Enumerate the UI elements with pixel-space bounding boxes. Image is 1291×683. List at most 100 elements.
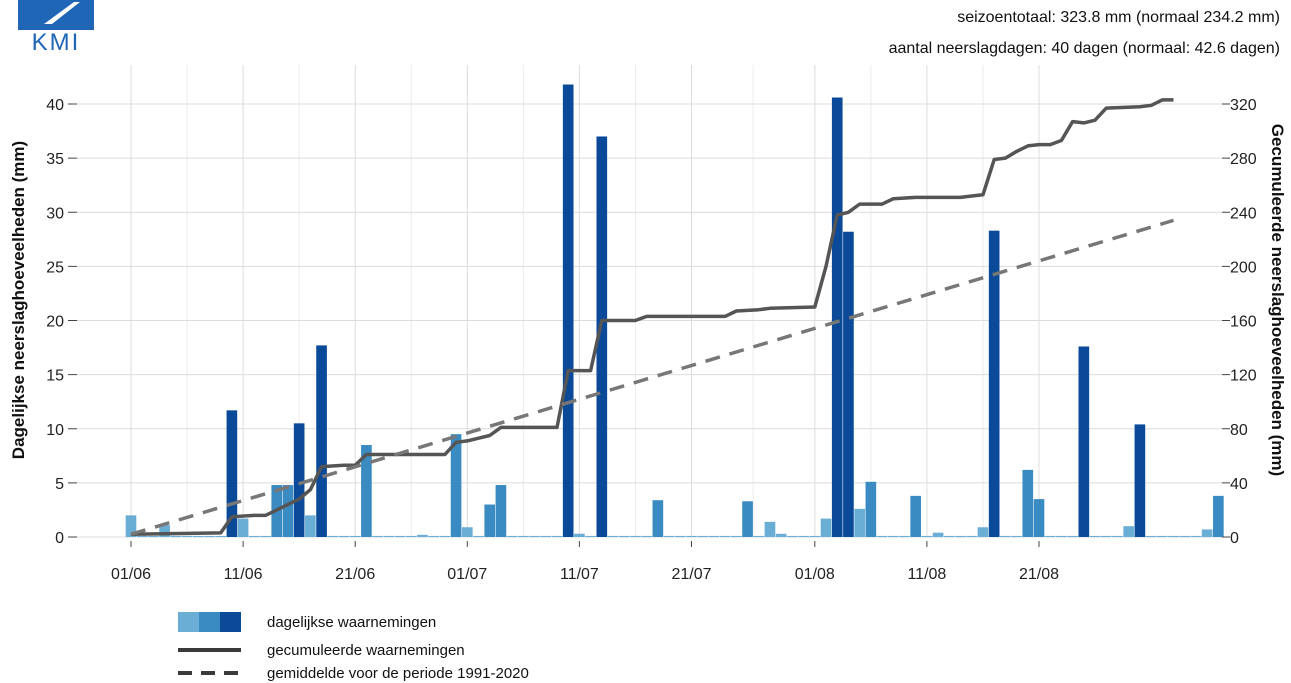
- daily-bar: [507, 536, 518, 537]
- x-tick-label: 11/06: [224, 566, 263, 583]
- daily-bar: [989, 231, 1000, 537]
- daily-bar: [1011, 536, 1022, 537]
- daily-bar: [1123, 526, 1134, 537]
- left-axis-ticks: 0510152025303540: [46, 97, 77, 547]
- daily-bar: [552, 536, 563, 537]
- daily-bar: [888, 536, 899, 537]
- daily-bar: [753, 536, 764, 537]
- legend-label-cumulative: gecumuleerde waarnemingen: [267, 642, 465, 659]
- x-tick-label: 11/07: [560, 566, 599, 583]
- right-tick-label: 40: [1230, 476, 1248, 493]
- daily-bar: [854, 509, 865, 537]
- cumulative-lines: [131, 100, 1174, 534]
- daily-bar: [484, 505, 495, 537]
- daily-bar: [137, 536, 148, 537]
- daily-bar: [283, 485, 294, 537]
- x-tick-label: 21/07: [671, 566, 711, 583]
- left-tick-label: 10: [46, 422, 64, 439]
- right-tick-label: 160: [1230, 314, 1257, 331]
- daily-bar: [899, 536, 910, 537]
- right-tick-label: 280: [1230, 151, 1257, 168]
- right-tick-label: 80: [1230, 422, 1248, 439]
- daily-bar: [978, 527, 989, 537]
- left-axis-title: Dagelijkse neerslaghoeveelheden (mm): [9, 141, 28, 459]
- daily-bar: [619, 536, 630, 537]
- legend-label-normal: gemiddelde voor de periode 1991-2020: [267, 665, 529, 682]
- daily-bar: [540, 536, 551, 537]
- daily-bar: [238, 519, 249, 537]
- x-tick-label: 01/08: [795, 566, 835, 583]
- x-tick-label: 01/06: [111, 566, 151, 583]
- daily-bar: [294, 423, 305, 537]
- daily-bar: [406, 536, 417, 537]
- legend-swatch-medium: [199, 612, 220, 632]
- daily-bar: [260, 536, 271, 537]
- daily-bar: [731, 536, 742, 537]
- daily-bar: [339, 536, 350, 537]
- daily-bar: [653, 500, 664, 537]
- x-tick-label: 11/08: [907, 566, 946, 583]
- daily-bar: [1022, 470, 1033, 537]
- daily-bar: [1045, 536, 1056, 537]
- left-tick-label: 30: [46, 205, 64, 222]
- left-tick-label: 5: [55, 476, 64, 493]
- daily-bar: [843, 232, 854, 537]
- logo-emblem: [18, 0, 94, 30]
- daily-bar: [910, 496, 921, 537]
- daily-bar: [742, 501, 753, 537]
- daily-bar: [182, 536, 193, 537]
- daily-bar: [440, 536, 451, 537]
- daily-bar: [955, 536, 966, 537]
- daily-bar: [316, 345, 327, 537]
- right-tick-label: 120: [1230, 368, 1257, 385]
- daily-bar: [776, 534, 787, 537]
- daily-bar: [641, 536, 652, 537]
- right-tick-label: 200: [1230, 259, 1257, 276]
- legend: dagelijkse waarnemingen gecumuleerde waa…: [178, 612, 529, 682]
- daily-bar: [529, 536, 540, 537]
- right-axis-ticks: 04080120160200240280320: [1222, 97, 1257, 547]
- daily-bar: [709, 536, 720, 537]
- left-tick-label: 0: [55, 530, 64, 547]
- daily-bar: [417, 535, 428, 537]
- daily-bar: [809, 536, 820, 537]
- daily-bar: [821, 519, 832, 537]
- daily-bar: [697, 536, 708, 537]
- daily-bar: [1146, 536, 1157, 537]
- legend-swatch-light: [178, 612, 199, 632]
- daily-bar: [832, 98, 843, 537]
- daily-bar: [866, 482, 877, 537]
- legend-swatch-dark: [220, 612, 241, 632]
- daily-bar: [664, 536, 675, 537]
- legend-label-daily: dagelijkse waarnemingen: [267, 614, 436, 631]
- daily-bar: [1179, 536, 1190, 537]
- daily-bar: [327, 536, 338, 537]
- daily-bar: [608, 536, 619, 537]
- daily-bar: [1000, 536, 1011, 537]
- daily-bar: [686, 536, 697, 537]
- right-axis-title: Gecumuleerde neerslaghoeveelheden (mm): [1268, 124, 1287, 476]
- daily-bar: [215, 536, 226, 537]
- daily-bar: [1213, 496, 1224, 537]
- legend-swatch-bars: [178, 612, 241, 632]
- daily-bar: [765, 522, 776, 537]
- daily-bar: [1112, 536, 1123, 537]
- x-tick-label: 21/06: [335, 566, 375, 583]
- daily-bar: [933, 533, 944, 537]
- cumulative-normal-line: [131, 220, 1174, 534]
- daily-bar: [1168, 536, 1179, 537]
- daily-bar: [1034, 499, 1045, 537]
- daily-bar: [193, 536, 204, 537]
- daily-bar: [428, 536, 439, 537]
- daily-bar: [787, 536, 798, 537]
- daily-bar: [204, 536, 215, 537]
- daily-bar: [966, 536, 977, 537]
- daily-bar: [1079, 346, 1090, 537]
- daily-bar: [148, 536, 159, 537]
- daily-bar: [798, 536, 809, 537]
- left-tick-label: 25: [46, 259, 64, 276]
- daily-bar: [372, 536, 383, 537]
- rain-days-text: aantal neerslagdagen: 40 dagen (normaal:…: [889, 40, 1280, 57]
- daily-bar: [944, 536, 955, 537]
